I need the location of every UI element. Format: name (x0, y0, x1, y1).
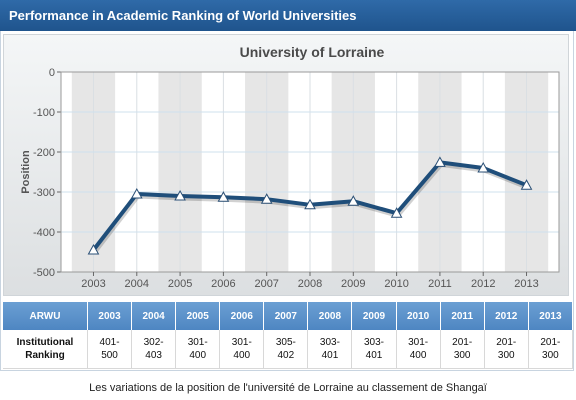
data-point (347, 195, 360, 206)
y-axis-label: Position (20, 150, 32, 194)
chart-panel: 0 -100 -200 -300 -400 -500 2003 2004 2005 2006 200… (3, 34, 569, 296)
cell-line: 500 (101, 350, 118, 361)
cell-line: 201- (452, 337, 473, 348)
data-point (217, 191, 230, 202)
table-cell: 301- 400 (175, 330, 221, 369)
table-header-year: 2006 (219, 302, 265, 330)
ranking-table: ARWU 2003 2004 2005 2006 2007 2008 2009 2010 2011… (3, 302, 574, 369)
y-tick-label: -500 (33, 267, 55, 279)
data-point (87, 243, 100, 255)
x-tick-label: 2003 (81, 278, 105, 290)
table-cell: 301- 400 (396, 330, 441, 369)
cell-line: 401 (365, 350, 383, 361)
cell-line: 400 (409, 350, 427, 361)
cell-line: 303- (364, 337, 385, 348)
widget-header: Performance in Academic Ranking of World… (0, 0, 576, 31)
y-tick-label: -200 (33, 147, 55, 159)
table-cell: 302- 403 (131, 330, 177, 369)
row-label-line: Institutional (16, 337, 74, 348)
x-tick-label: 2005 (168, 278, 192, 290)
x-tick-label: 2006 (211, 278, 235, 290)
x-tick-label: 2009 (341, 278, 365, 290)
table-cell: 305- 402 (263, 330, 309, 369)
table-header-year: 2005 (175, 302, 221, 330)
x-tick-label: 2011 (428, 278, 452, 290)
x-tick-label: 2007 (254, 278, 278, 290)
table-cell: 301- 400 (219, 330, 265, 369)
cell-line: 301- (408, 337, 429, 348)
table-header-year: 2010 (396, 302, 441, 330)
table-cell: 303- 401 (307, 330, 353, 369)
table-header-year: 2011 (440, 302, 485, 330)
chart-title: University of Lorraine (240, 44, 385, 60)
x-tick-label: 2010 (384, 278, 408, 290)
cell-line: 301- (231, 337, 252, 348)
table-header-year: 2004 (131, 302, 177, 330)
cell-line: 301- (187, 337, 208, 348)
table-cell: 201- 300 (528, 330, 574, 369)
table-header-row: ARWU 2003 2004 2005 2006 2007 2008 2009 2010 2011… (3, 302, 574, 330)
cell-line: 400 (189, 350, 207, 361)
cell-line: 303- (319, 337, 340, 348)
data-point (477, 161, 490, 173)
x-tick-label: 2013 (514, 278, 538, 290)
x-tick-label: 2004 (125, 278, 149, 290)
cell-line: 300 (542, 350, 559, 361)
data-point (174, 189, 186, 201)
table-header-year: 2007 (263, 302, 309, 330)
cell-line: 401 (321, 350, 339, 361)
figure-caption: Les variations de la position de l'unive… (89, 382, 487, 394)
x-tick-label: 2012 (471, 278, 495, 290)
table-cell: 201- 300 (440, 330, 485, 369)
table-cell: 401- 500 (87, 330, 133, 369)
table-cell: 201- 300 (484, 330, 529, 369)
cell-line: 201- (540, 337, 561, 348)
data-point (520, 179, 533, 190)
x-tick-label: 2008 (298, 278, 322, 290)
cell-line: 403 (145, 350, 162, 361)
cell-line: 402 (277, 350, 295, 361)
table-header-year: 2003 (87, 302, 133, 330)
y-tick-label: -300 (33, 187, 55, 199)
ranking-chart: 0 -100 -200 -300 -400 -500 2003 2004 2005 2006 200… (20, 44, 560, 290)
table-header-label: ARWU (3, 302, 88, 330)
cell-line: 400 (233, 350, 251, 361)
data-point (260, 193, 273, 204)
cell-line: 401- (99, 337, 120, 348)
y-tick-label: 0 (49, 67, 55, 79)
widget-title: Performance in Academic Ranking of World… (9, 8, 357, 23)
data-point (304, 198, 316, 210)
cell-line: 300 (453, 350, 471, 361)
y-tick-label: -400 (33, 227, 55, 239)
data-point (130, 187, 143, 199)
table-header-year: 2013 (528, 302, 574, 330)
table-header-year: 2009 (351, 302, 397, 330)
data-point (390, 207, 403, 218)
table-header-year: 2008 (307, 302, 353, 330)
cell-line: 302- (143, 337, 164, 348)
cell-line: 300 (497, 350, 515, 361)
row-label-line: Ranking (25, 350, 65, 361)
cell-line: 201- (496, 337, 517, 348)
data-point (434, 156, 446, 167)
table-cell: 303- 401 (351, 330, 397, 369)
table-header-year: 2012 (484, 302, 529, 330)
table-row-label: Institutional Ranking (3, 330, 88, 369)
y-tick-label: -100 (33, 107, 55, 119)
cell-line: 305- (275, 337, 296, 348)
table-row: Institutional Ranking 401- 500 302- 403 301- 40… (3, 330, 574, 369)
